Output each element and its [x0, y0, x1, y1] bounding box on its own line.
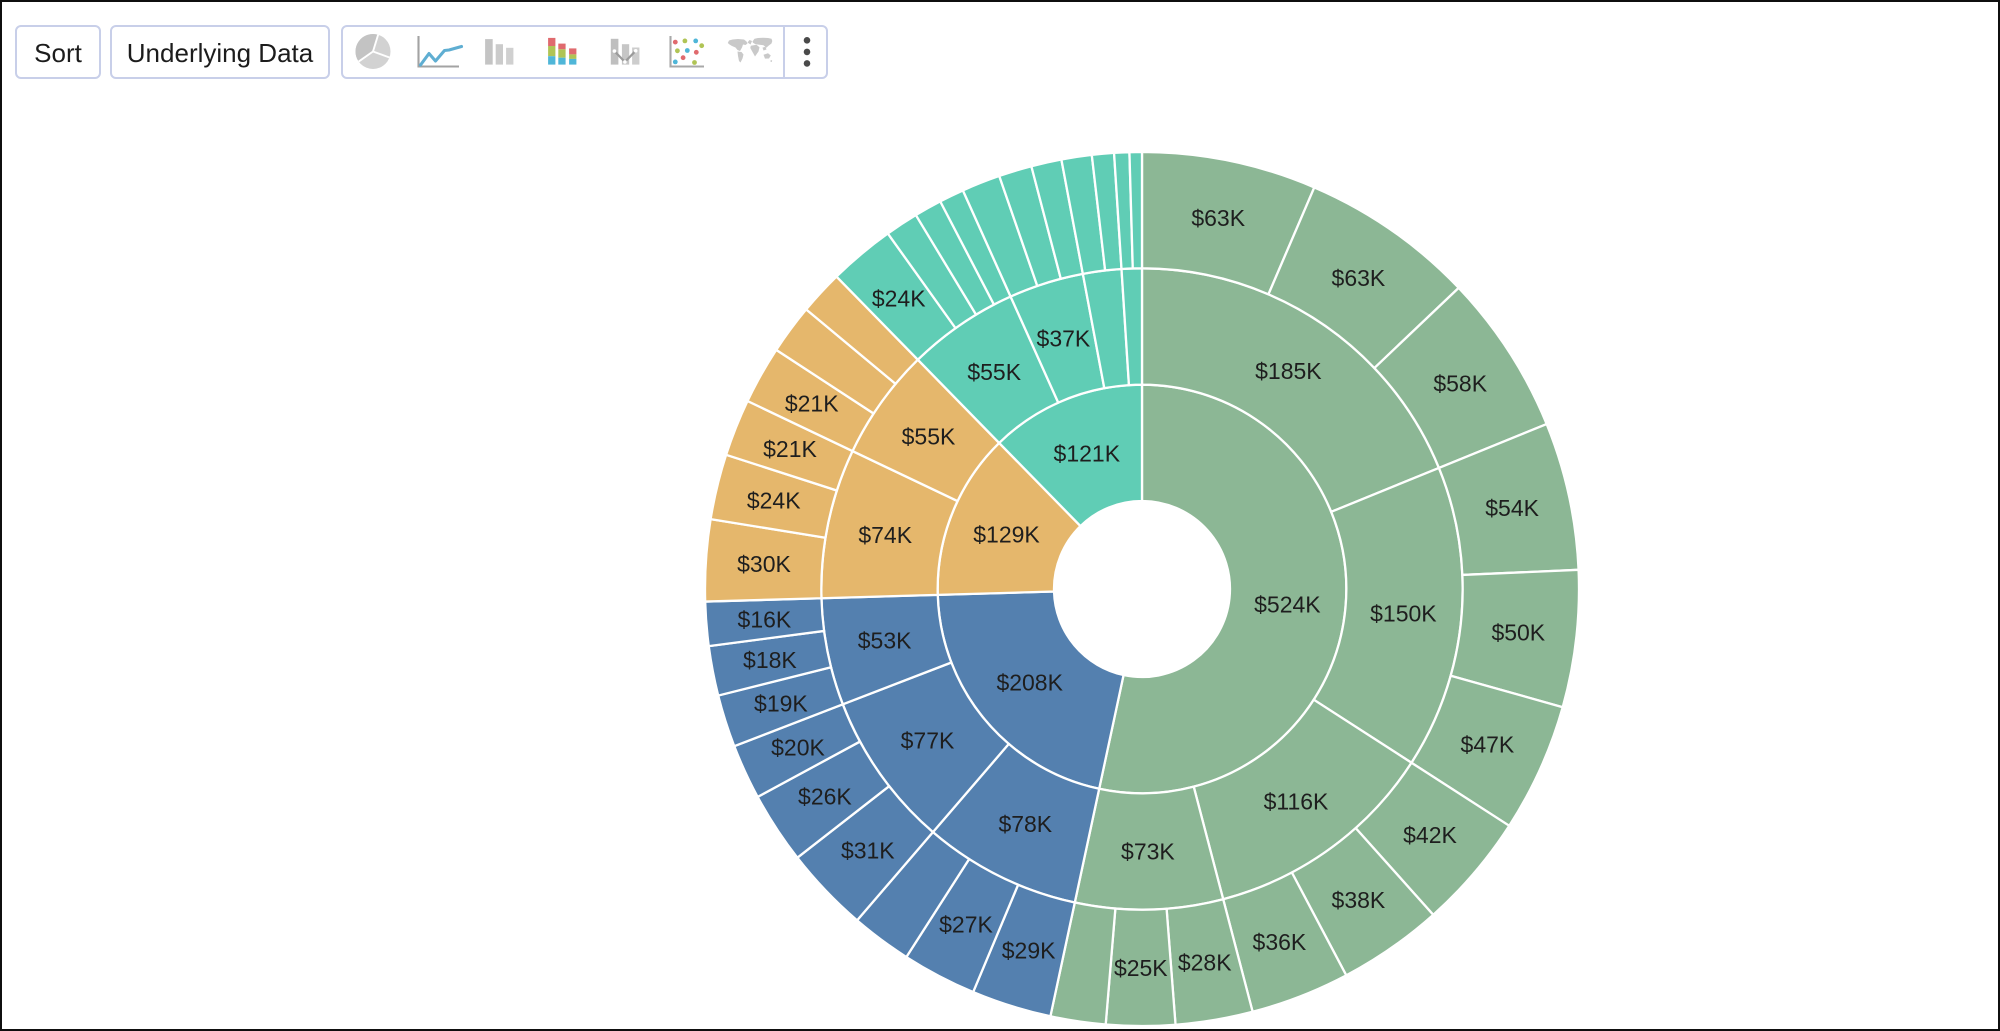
- svg-text:$116K: $116K: [1264, 789, 1329, 815]
- svg-text:$524K: $524K: [1254, 591, 1321, 617]
- svg-text:$42K: $42K: [1403, 822, 1457, 848]
- svg-text:$55K: $55K: [967, 359, 1021, 385]
- svg-text:$25K: $25K: [1114, 955, 1168, 981]
- svg-text:$26K: $26K: [798, 783, 852, 809]
- svg-text:$55K: $55K: [902, 423, 956, 449]
- svg-text:$24K: $24K: [872, 286, 926, 312]
- svg-text:$185K: $185K: [1255, 358, 1322, 384]
- svg-text:$73K: $73K: [1121, 838, 1175, 864]
- svg-text:$37K: $37K: [1037, 326, 1091, 352]
- svg-text:$30K: $30K: [737, 551, 791, 577]
- svg-text:$28K: $28K: [1178, 950, 1232, 976]
- svg-text:$27K: $27K: [939, 912, 993, 938]
- svg-text:$38K: $38K: [1332, 887, 1386, 913]
- svg-text:$18K: $18K: [743, 647, 797, 673]
- svg-text:$78K: $78K: [998, 811, 1052, 837]
- svg-text:$50K: $50K: [1491, 620, 1545, 646]
- svg-text:$47K: $47K: [1461, 732, 1515, 758]
- svg-text:$21K: $21K: [785, 390, 839, 416]
- svg-text:$208K: $208K: [996, 670, 1063, 696]
- svg-text:$31K: $31K: [841, 837, 895, 863]
- svg-text:$121K: $121K: [1054, 441, 1121, 467]
- svg-text:$24K: $24K: [747, 487, 801, 513]
- svg-text:$129K: $129K: [973, 521, 1040, 547]
- svg-text:$63K: $63K: [1332, 265, 1386, 291]
- svg-text:$53K: $53K: [858, 628, 912, 654]
- svg-text:$77K: $77K: [901, 727, 955, 753]
- svg-text:$20K: $20K: [771, 735, 825, 761]
- svg-text:$16K: $16K: [738, 606, 792, 632]
- svg-text:$21K: $21K: [763, 436, 817, 462]
- svg-text:$19K: $19K: [754, 691, 808, 717]
- svg-text:$63K: $63K: [1191, 205, 1245, 231]
- svg-text:$36K: $36K: [1253, 929, 1307, 955]
- svg-text:$58K: $58K: [1433, 370, 1487, 396]
- svg-text:$74K: $74K: [858, 522, 912, 548]
- svg-text:$54K: $54K: [1485, 495, 1539, 521]
- svg-text:$29K: $29K: [1002, 938, 1056, 964]
- svg-text:$150K: $150K: [1370, 600, 1437, 626]
